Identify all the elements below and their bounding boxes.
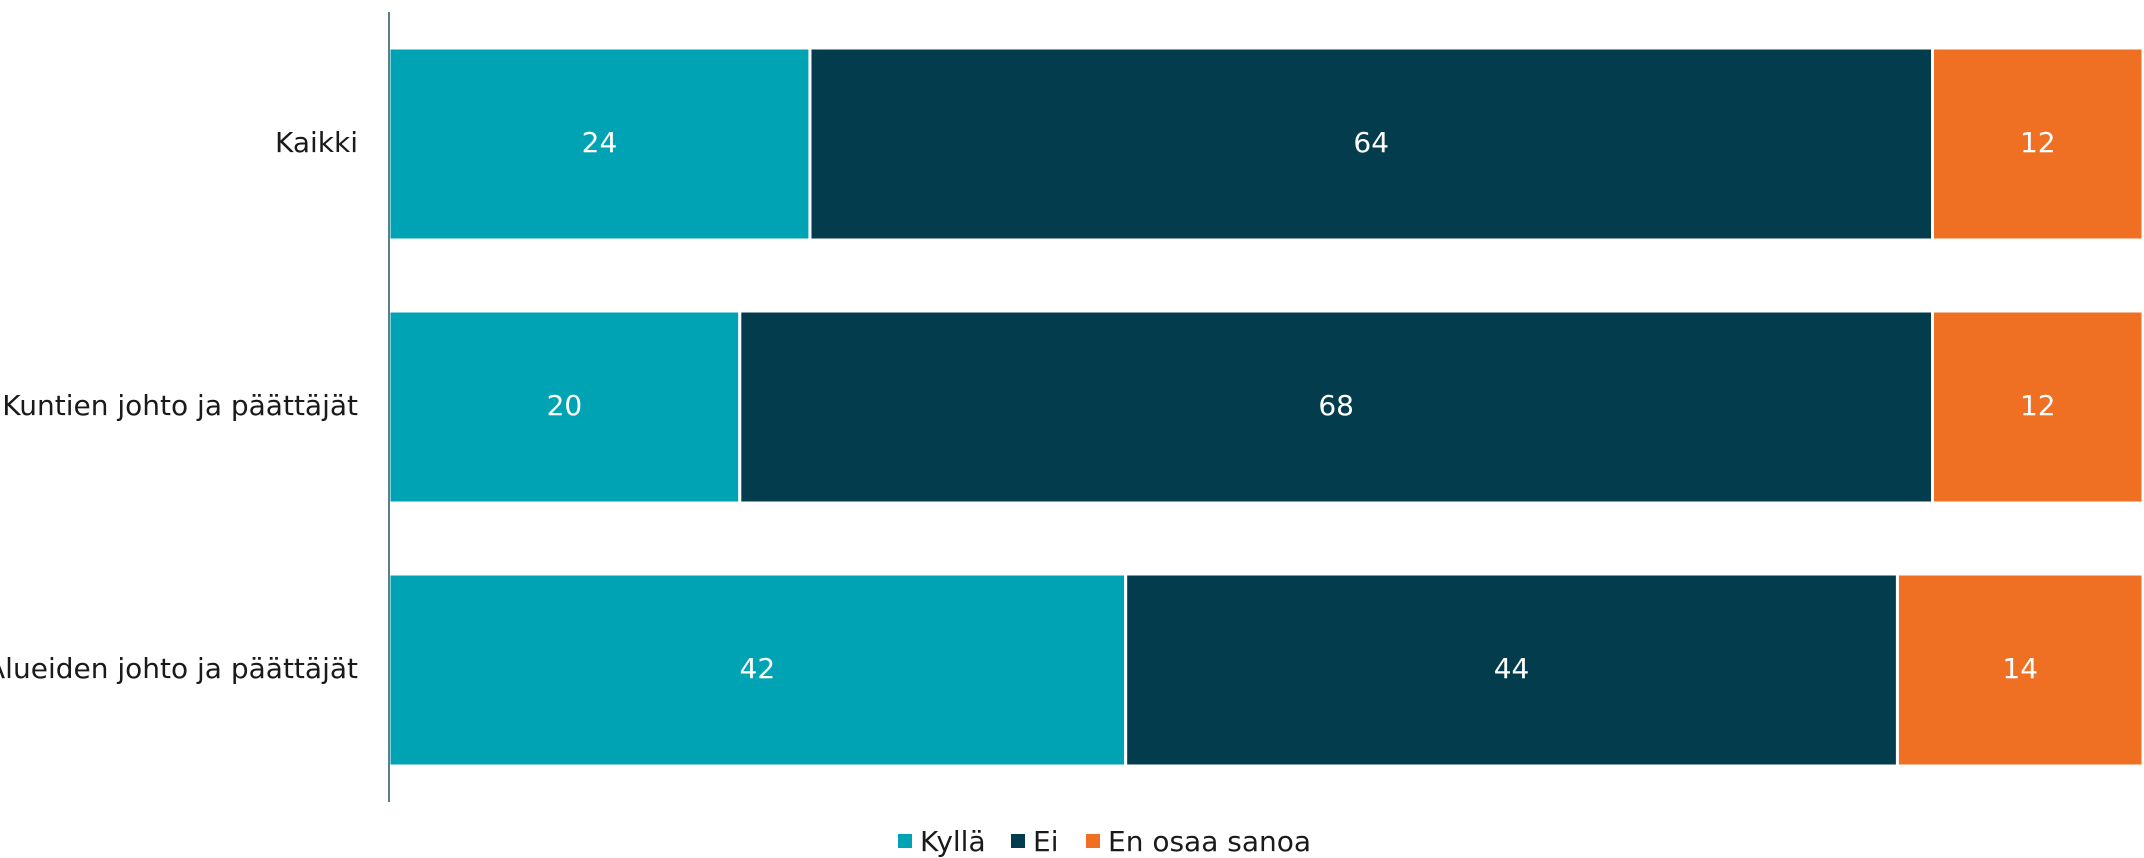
bar-segment (387, 309, 742, 505)
category-label: Alueiden johto ja päättäjät (0, 652, 358, 685)
legend-label: Kyllä (920, 825, 986, 858)
data-label: 12 (2020, 126, 2056, 159)
data-label: 24 (582, 126, 618, 159)
data-label: 14 (2002, 652, 2038, 685)
legend-label: Ei (1033, 825, 1058, 858)
data-label: 12 (2020, 389, 2056, 422)
data-label: 64 (1353, 126, 1389, 159)
bar-segment (387, 572, 1128, 768)
legend-swatch (898, 834, 912, 848)
bar-segment (387, 46, 812, 242)
bar-segment (1931, 46, 2144, 242)
data-label: 44 (1494, 652, 1530, 685)
bar-segment (808, 46, 1935, 242)
legend-swatch (1086, 834, 1100, 848)
bar-segment (738, 309, 1935, 505)
data-label: 42 (740, 652, 776, 685)
bar-segment (1931, 309, 2144, 505)
legend-swatch (1011, 834, 1025, 848)
data-label: 20 (547, 389, 583, 422)
bars-group: 24 64 12 20 68 12 42 44 14 (387, 46, 2144, 768)
bar-segment (1124, 572, 1899, 768)
legend: Kyllä Ei En osaa sanoa (898, 825, 1311, 858)
category-label: Kuntien johto ja päättäjät (2, 389, 358, 422)
bar-segment (1895, 572, 2144, 768)
category-label: Kaikki (275, 126, 358, 159)
category-labels: Kaikki Kuntien johto ja päättäjät Alueiden… (0, 126, 358, 685)
legend-label: En osaa sanoa (1108, 825, 1311, 858)
data-label: 68 (1318, 389, 1354, 422)
